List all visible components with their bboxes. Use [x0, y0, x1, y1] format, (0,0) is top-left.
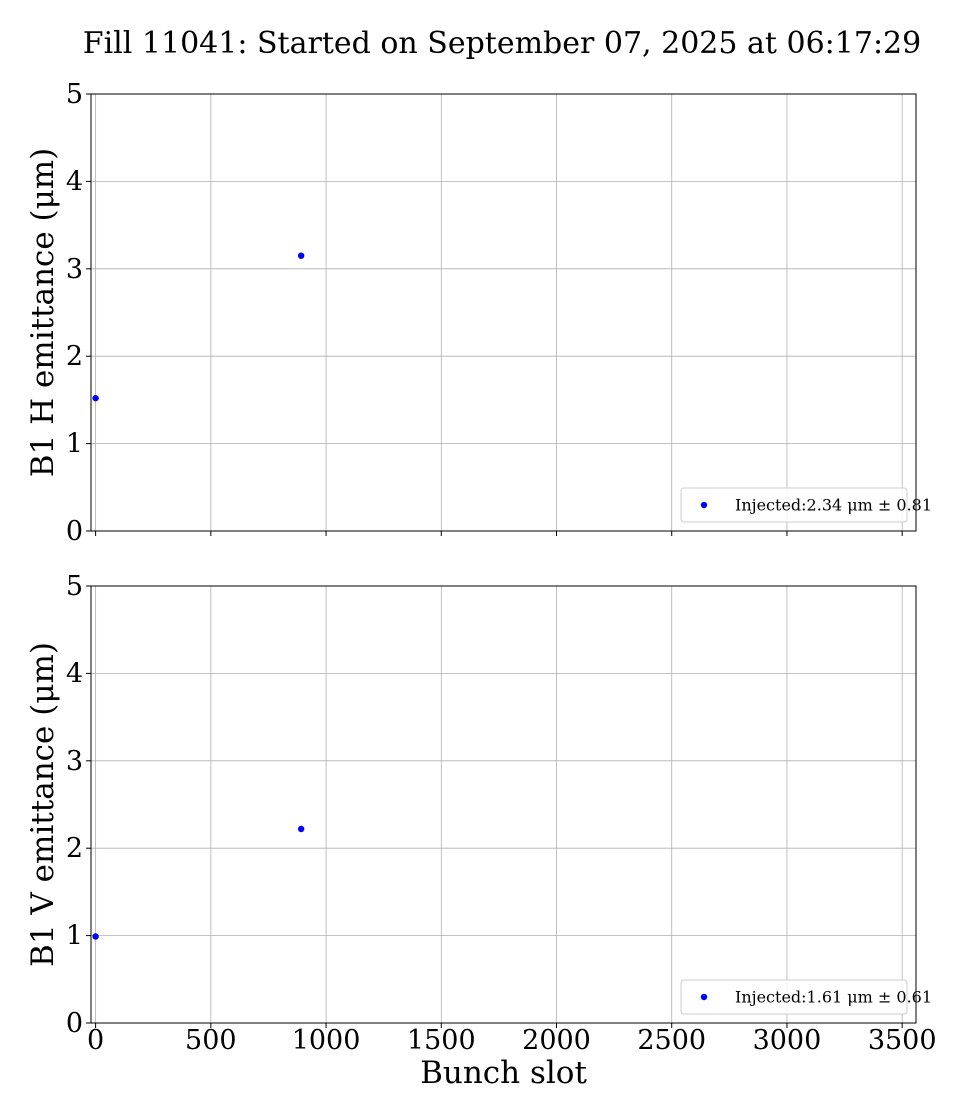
y-tick-label: 4 — [66, 658, 83, 689]
legend-entry: Injected:1.61 μm ± 0.61 — [735, 988, 932, 1007]
plot-frame — [90, 93, 917, 532]
y-tick-label: 4 — [66, 166, 83, 197]
plot-frame — [90, 585, 917, 1024]
legend-box — [680, 487, 908, 523]
y-axis-label: B1 V emittance (μm) — [25, 642, 61, 967]
data-point — [297, 825, 305, 833]
legend-box — [680, 979, 908, 1015]
y-tick-label: 0 — [66, 516, 83, 547]
legend-entry: Injected:2.34 μm ± 0.81 — [735, 496, 932, 515]
x-tick-label: 1000 — [292, 1025, 361, 1056]
legend-marker — [700, 993, 708, 1001]
x-tick-label: 2000 — [522, 1025, 591, 1056]
x-tick-label: 0 — [87, 1025, 104, 1056]
y-tick-label: 3 — [66, 254, 83, 285]
x-tick-label: 3500 — [868, 1025, 937, 1056]
panel-b1-h: 0 1 2 3 4 5 B1 H emittance (μm) Injected:2.34 μ… — [25, 79, 932, 547]
y-tick-label: 3 — [66, 746, 83, 777]
legend-marker — [700, 501, 708, 509]
x-axis-label: Bunch slot — [420, 1055, 587, 1091]
y-tick-label: 1 — [66, 921, 83, 952]
y-tick-label: 2 — [66, 341, 83, 372]
y-tick-label: 5 — [66, 79, 83, 110]
y-tick-label: 2 — [66, 833, 83, 864]
y-tick-label: 0 — [66, 1008, 83, 1039]
data-point — [92, 933, 99, 940]
x-tick-label: 2500 — [637, 1025, 706, 1056]
chart-title: Fill 11041: Started on September 07, 202… — [83, 26, 921, 61]
x-tick-label: 3000 — [753, 1025, 822, 1056]
y-tick-label: 5 — [66, 571, 83, 602]
data-point — [297, 252, 305, 259]
x-tick-label: 1500 — [407, 1025, 476, 1056]
panel-b1-v: 0 500 1000 1500 2000 2500 3000 3500 0 1 2 3 4 5 B1 V e… — [25, 571, 937, 1091]
data-point — [92, 394, 99, 402]
x-tick-label: 500 — [185, 1025, 237, 1056]
y-tick-label: 1 — [66, 429, 83, 460]
y-axis-label: B1 H emittance (μm) — [25, 148, 61, 478]
